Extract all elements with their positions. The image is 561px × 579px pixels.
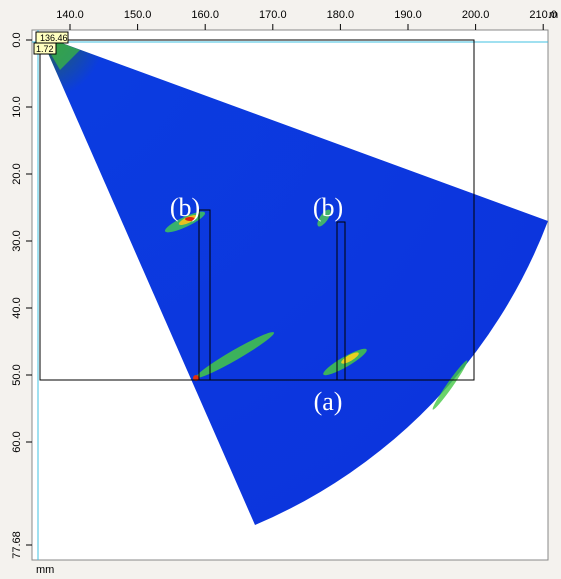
cursor-y: 1.72	[36, 44, 54, 54]
x-tick-label: 200.0	[462, 9, 490, 21]
scan-view: 136.46 1.72 (b) (b) (a) m mm 140.0150.01…	[0, 0, 561, 579]
y-tick-label: 30.0	[11, 230, 23, 251]
y-tick-label: 10.0	[11, 96, 23, 117]
annotation: (b)	[313, 193, 343, 222]
x-tick-label: 140.0	[56, 9, 84, 21]
y-tick-label: 77.68	[11, 531, 23, 559]
annotation: (b)	[170, 193, 200, 222]
y-tick-label: 20.0	[11, 163, 23, 184]
y-tick-label: 0.0	[11, 32, 23, 47]
annotation: (a)	[314, 387, 343, 416]
y-tick-label: 50.0	[11, 364, 23, 385]
y-unit: mm	[36, 564, 54, 576]
x-tick-label: 190.0	[394, 9, 422, 21]
x-tick-label: 170.0	[259, 9, 287, 21]
x-tick-label: 150.0	[124, 9, 152, 21]
x-tick-label: 210.0	[529, 9, 557, 21]
cursor-x: 136.46	[40, 33, 68, 43]
y-tick-label: 60.0	[11, 431, 23, 452]
x-tick-label: 180.0	[327, 9, 355, 21]
y-tick-label: 40.0	[11, 297, 23, 318]
x-tick-label: 160.0	[191, 9, 219, 21]
